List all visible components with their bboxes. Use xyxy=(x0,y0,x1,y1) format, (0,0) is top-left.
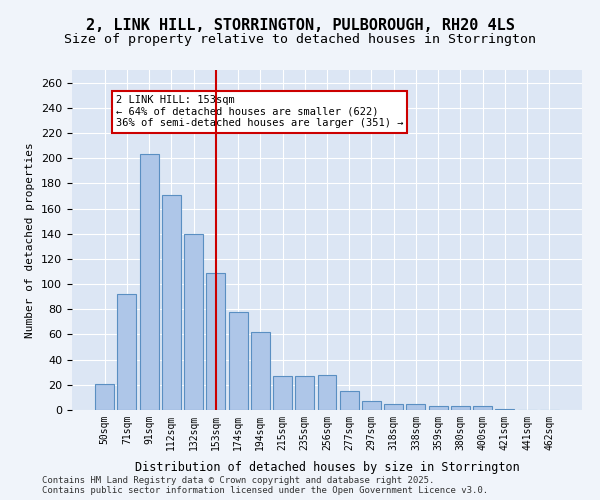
Bar xyxy=(95,384,114,410)
Bar xyxy=(340,391,359,410)
Bar xyxy=(473,406,492,410)
Bar xyxy=(384,404,403,410)
Bar xyxy=(184,234,203,410)
Bar xyxy=(229,312,248,410)
Bar xyxy=(118,294,136,410)
Bar xyxy=(206,272,225,410)
Bar xyxy=(317,374,337,410)
Text: Size of property relative to detached houses in Storrington: Size of property relative to detached ho… xyxy=(64,32,536,46)
Bar xyxy=(451,406,470,410)
Bar xyxy=(362,401,381,410)
Bar xyxy=(140,154,158,410)
Bar xyxy=(251,332,270,410)
Text: 2, LINK HILL, STORRINGTON, PULBOROUGH, RH20 4LS: 2, LINK HILL, STORRINGTON, PULBOROUGH, R… xyxy=(86,18,514,32)
Bar xyxy=(406,404,425,410)
Bar xyxy=(295,376,314,410)
Bar xyxy=(162,194,181,410)
Bar xyxy=(429,406,448,410)
Text: 2 LINK HILL: 153sqm
← 64% of detached houses are smaller (622)
36% of semi-detac: 2 LINK HILL: 153sqm ← 64% of detached ho… xyxy=(116,95,403,128)
Bar xyxy=(273,376,292,410)
Y-axis label: Number of detached properties: Number of detached properties xyxy=(25,142,35,338)
X-axis label: Distribution of detached houses by size in Storrington: Distribution of detached houses by size … xyxy=(134,461,520,474)
Text: Contains HM Land Registry data © Crown copyright and database right 2025.
Contai: Contains HM Land Registry data © Crown c… xyxy=(42,476,488,495)
Bar xyxy=(496,408,514,410)
